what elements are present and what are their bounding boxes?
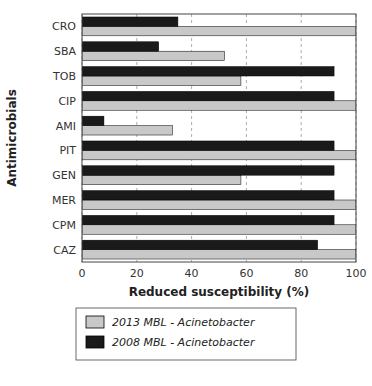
y-tick-label: TOB — [52, 70, 76, 83]
bar — [82, 76, 241, 85]
x-axis-label: Reduced susceptibility (%) — [129, 285, 310, 299]
bar — [82, 91, 334, 100]
x-tick-label: 0 — [79, 267, 86, 280]
y-tick-label: PIT — [59, 144, 76, 157]
bar — [82, 26, 356, 35]
x-tick-label: 100 — [346, 267, 367, 280]
plot-frame — [82, 14, 356, 262]
bar — [82, 166, 334, 175]
y-tick-label: CPM — [52, 219, 76, 232]
bar — [82, 67, 334, 76]
bar — [82, 101, 356, 110]
x-tick-label: 60 — [239, 267, 253, 280]
x-tick-label: 40 — [185, 267, 199, 280]
y-tick-label: MER — [52, 194, 76, 207]
bars — [82, 17, 356, 259]
legend-swatch — [86, 316, 104, 328]
bar — [82, 215, 334, 224]
bar — [82, 191, 334, 200]
legend-swatch — [86, 336, 104, 348]
x-tick-label: 80 — [294, 267, 308, 280]
y-axis-label: Antimicrobials — [5, 89, 19, 187]
x-tick-label: 20 — [130, 267, 144, 280]
bar — [82, 141, 334, 150]
bar — [82, 250, 356, 259]
bar — [82, 240, 318, 249]
y-tick-label: GEN — [52, 169, 76, 182]
chart: 0 20 40 60 80 100 CRO SBA TOB CIP AMI PIT GEN MER CPM C… — [0, 0, 372, 386]
legend-label: 2013 MBL - Acinetobacter — [112, 316, 256, 329]
bar — [82, 200, 356, 209]
bar — [82, 150, 356, 159]
legend-label: 2008 MBL - Acinetobacter — [112, 336, 256, 349]
y-tick-label: CAZ — [53, 244, 76, 257]
bar — [82, 126, 172, 135]
bar — [82, 42, 159, 51]
y-tick-label: CIP — [58, 95, 76, 108]
y-tick-label: SBA — [54, 45, 77, 58]
y-tick-label: CRO — [52, 20, 76, 33]
legend: 2013 MBL - Acinetobacter 2008 MBL - Acine… — [76, 308, 296, 360]
bar — [82, 51, 224, 60]
bar — [82, 225, 356, 234]
y-tick-label: AMI — [56, 120, 76, 133]
bar — [82, 17, 178, 26]
grid — [82, 14, 356, 262]
bar — [82, 116, 104, 125]
legend-frame — [76, 308, 296, 360]
bar — [82, 175, 241, 184]
